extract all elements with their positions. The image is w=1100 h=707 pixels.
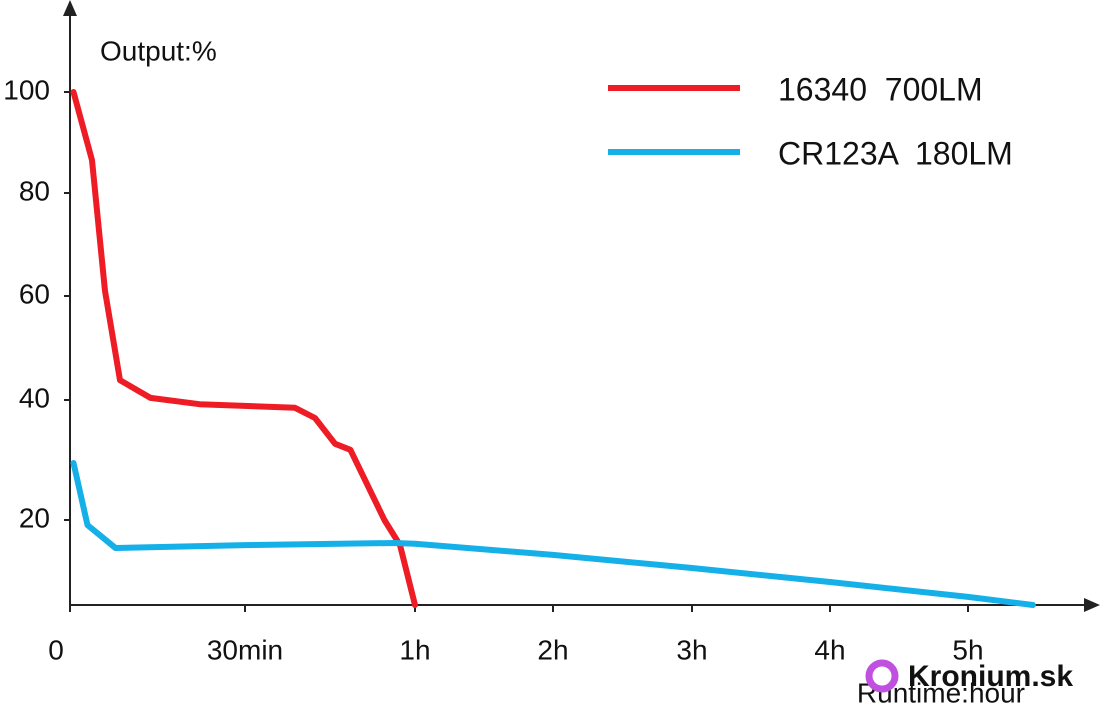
x-tick-label: 4h: [814, 634, 845, 665]
x-tick-label: 0: [48, 634, 64, 665]
data-line: [70, 89, 418, 608]
watermark: Kronium.sk: [908, 660, 1073, 693]
x-tick-label: 3h: [676, 634, 707, 665]
x-arrow: [1084, 598, 1100, 612]
y-tick-label: 60: [19, 278, 50, 309]
x-tick-label: 2h: [537, 634, 568, 665]
y-tick-label: 80: [19, 175, 50, 206]
legend-label: CR123A 180LM: [778, 135, 1013, 171]
legend-label: 16340 700LM: [778, 71, 983, 107]
x-tick-label: 1h: [399, 634, 430, 665]
y-arrow: [63, 0, 77, 16]
x-tick-label: 30min: [207, 634, 283, 665]
watermark-logo: [865, 659, 899, 693]
y-tick-label: 40: [19, 382, 50, 413]
data-line: [70, 460, 1036, 608]
y-tick-label: 100: [3, 74, 50, 105]
y-axis-title: Output:%: [100, 35, 217, 66]
x-tick-label: 5h: [952, 634, 983, 665]
y-tick-label: 20: [19, 502, 50, 533]
